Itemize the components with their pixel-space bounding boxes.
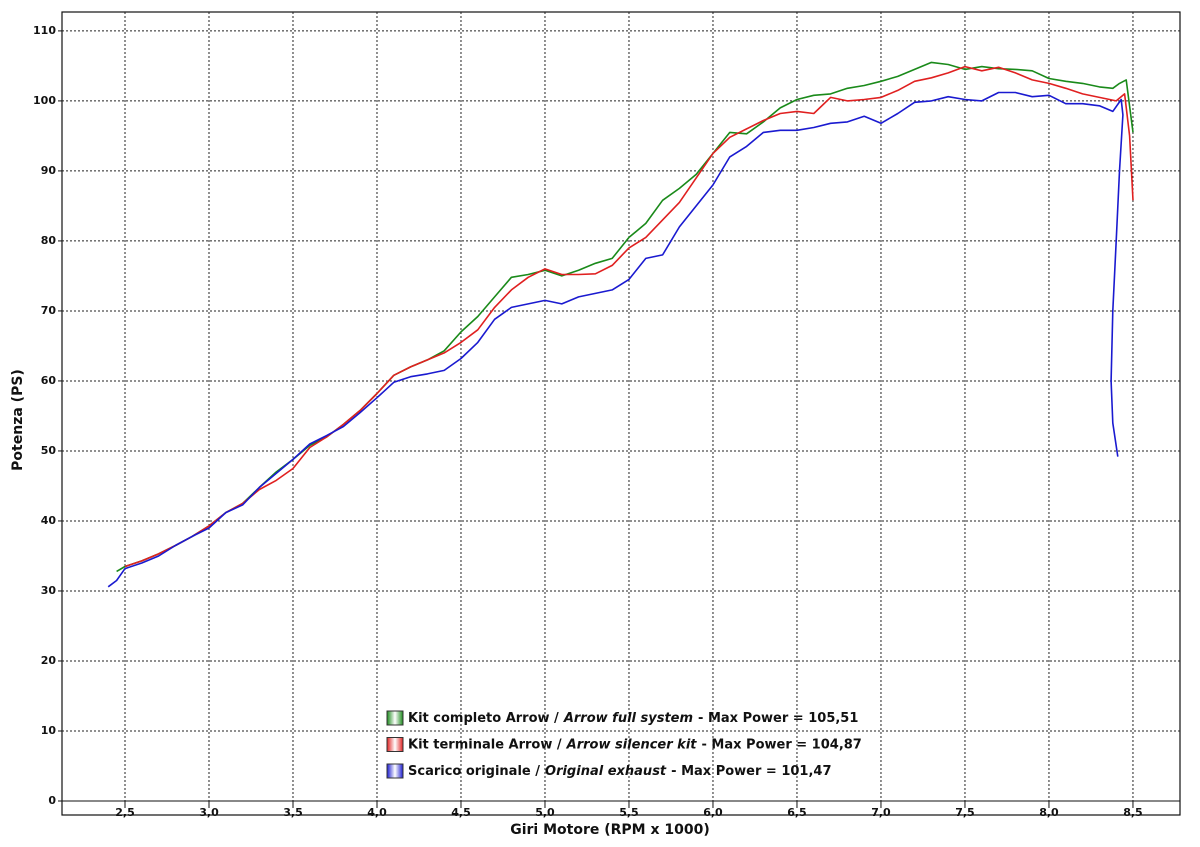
y-tick-label: 90 [41,164,57,177]
legend-swatch [386,737,404,752]
y-tick-label: 110 [33,24,56,37]
series-line [107,91,1124,588]
x-axis-title: Giri Motore (RPM x 1000) [510,822,710,838]
x-tick-label: 6,5 [787,806,807,819]
plot-frame [61,11,1181,816]
legend-max-power: - Max Power = 101,47 [671,764,831,779]
legend-name-italic: Arrow silencer kit [566,737,698,752]
legend-swatch [386,763,404,779]
y-tick-label: 20 [41,654,57,667]
legend-name: Scarico originale / [408,764,540,779]
x-tick-label: 4,0 [367,806,387,819]
legend-name: Kit terminale Arrow / [408,737,562,752]
legend-entry: Kit terminale Arrow / Arrow silencer kit -… [408,737,862,752]
y-tick-label: 50 [41,444,57,457]
x-tick-label: 5,0 [535,806,555,819]
legend-entry: Kit completo Arrow / Arrow full system - M… [408,711,858,726]
x-tick-label: 8,0 [1039,806,1059,819]
y-tick-label: 80 [41,234,57,247]
series-line [124,65,1134,568]
x-tick-label: 5,5 [619,806,639,819]
legend-swatch [386,710,404,726]
y-tick-label: 10 [41,724,57,737]
x-tick-label: 4,5 [451,806,471,819]
y-tick-label: 0 [48,794,56,807]
x-tick-label: 6,0 [703,806,723,819]
legend-name-italic: Original exhaust [545,764,667,779]
y-tick-label: 60 [41,374,57,387]
x-tick-label: 3,0 [199,806,219,819]
y-tick-label: 30 [41,584,57,597]
legend-max-power: - Max Power = 104,87 [702,737,862,752]
legend-entry: Scarico originale / Original exhaust - Max… [408,764,832,779]
x-tick-label: 7,0 [871,806,891,819]
legend-name: Kit completo Arrow / [408,711,559,726]
x-tick-label: 8,5 [1123,806,1143,819]
x-tick-label: 2,5 [115,806,135,819]
y-axis-title: Potenza (PS) [10,369,26,471]
legend-name-italic: Arrow full system [563,711,693,726]
y-tick-label: 70 [41,304,57,317]
x-tick-label: 7,5 [955,806,975,819]
x-tick-label: 3,5 [283,806,303,819]
legend: Kit completo Arrow / Arrow full system - M… [386,710,862,779]
y-tick-label: 100 [33,94,56,107]
y-tick-label: 40 [41,514,57,527]
legend-max-power: - Max Power = 105,51 [698,711,858,726]
